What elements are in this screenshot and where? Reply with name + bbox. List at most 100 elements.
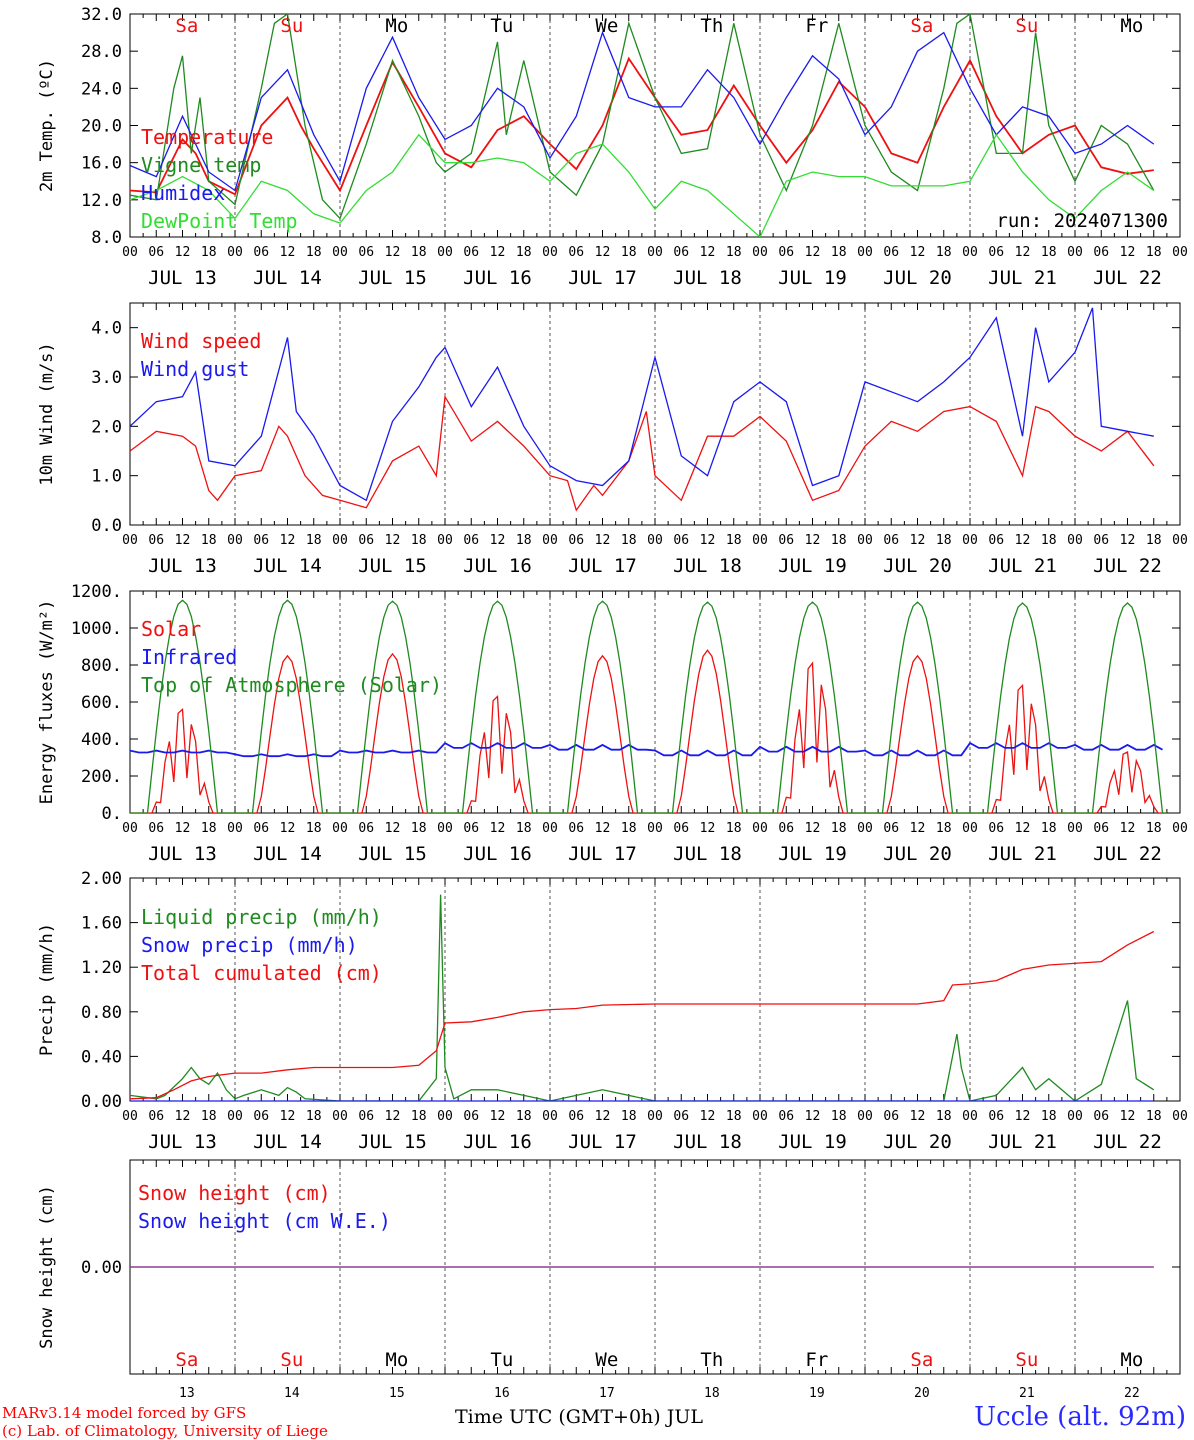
date-label: JUL 15 <box>358 1131 427 1153</box>
y-axis-label: 2m Temp. (ºC) <box>37 59 57 192</box>
y-tick-label: 0.0 <box>91 516 122 536</box>
y-tick-label: 0.40 <box>81 1047 122 1067</box>
date-label: JUL 22 <box>1093 267 1162 289</box>
hour-tick-label: 12 <box>595 821 611 836</box>
hour-tick-label: 06 <box>883 245 899 260</box>
hour-tick-label: 06 <box>463 245 479 260</box>
hour-tick-label: 00 <box>332 1109 348 1124</box>
date-label: JUL 13 <box>148 843 217 865</box>
hour-tick-label: 18 <box>831 821 847 836</box>
y-tick-label: 28.0 <box>81 42 122 62</box>
station-label: Uccle (alt. 92m) <box>974 1402 1186 1432</box>
hour-tick-label: 12 <box>910 1109 926 1124</box>
weekday-label-bottom: Th <box>700 1349 723 1371</box>
y-tick-label: 0.00 <box>81 1258 122 1278</box>
hour-tick-label: 18 <box>621 245 637 260</box>
hour-tick-label: 18 <box>306 245 322 260</box>
series-group <box>130 307 1155 512</box>
date-label: JUL 20 <box>883 555 952 577</box>
y-tick-label: 0.80 <box>81 1003 122 1023</box>
hour-tick-label: 00 <box>647 1109 663 1124</box>
y-tick-label: 20.0 <box>81 117 122 137</box>
day-number-label: 18 <box>704 1386 720 1401</box>
hour-tick-label: 00 <box>437 533 453 548</box>
y-tick-label: 800. <box>81 656 122 676</box>
hour-tick-label: 06 <box>778 821 794 836</box>
hour-tick-label: 12 <box>1120 245 1136 260</box>
hour-tick-label: 18 <box>831 533 847 548</box>
y-tick-label: 400. <box>81 730 122 750</box>
hour-tick-label: 18 <box>1041 533 1057 548</box>
hour-tick-label: 00 <box>752 245 768 260</box>
hour-tick-label: 06 <box>1093 245 1109 260</box>
day-number-label: 21 <box>1019 1386 1035 1401</box>
hour-tick-label: 00 <box>122 533 138 548</box>
model-credit-line2: (c) Lab. of Climatology, University of L… <box>2 1422 328 1440</box>
weekday-label-top: Mo <box>385 15 408 37</box>
model-credit-line1: MARv3.14 model forced by GFS <box>2 1404 247 1422</box>
date-label: JUL 14 <box>253 555 322 577</box>
hour-tick-label: 12 <box>1120 1109 1136 1124</box>
hour-tick-label: 06 <box>883 533 899 548</box>
date-label: JUL 19 <box>778 555 847 577</box>
hour-tick-label: 06 <box>1093 533 1109 548</box>
y-tick-label: 1000. <box>71 619 122 639</box>
hour-tick-label: 06 <box>253 821 269 836</box>
hour-tick-label: 18 <box>516 533 532 548</box>
y-axis-label: Energy fluxes (W/m²) <box>37 600 57 805</box>
day-number-label: 17 <box>599 1386 615 1401</box>
date-label: JUL 16 <box>463 555 532 577</box>
hour-tick-label: 06 <box>778 1109 794 1124</box>
hour-tick-label: 12 <box>175 1109 191 1124</box>
weekday-label-bottom: Tu <box>490 1349 513 1371</box>
hour-tick-label: 00 <box>332 821 348 836</box>
series-group <box>130 599 1167 813</box>
legend-entry: Snow height (cm W.E.) <box>138 1209 391 1233</box>
hour-tick-label: 18 <box>936 821 952 836</box>
y-tick-label: 2.00 <box>81 869 122 889</box>
y-tick-label: 4.0 <box>91 319 122 339</box>
hour-tick-label: 06 <box>673 533 689 548</box>
hour-tick-label: 00 <box>752 821 768 836</box>
hour-tick-label: 18 <box>411 245 427 260</box>
y-tick-label: 8.0 <box>91 228 122 248</box>
hour-tick-label: 18 <box>726 245 742 260</box>
hour-tick-label: 00 <box>542 245 558 260</box>
date-label: JUL 21 <box>988 555 1057 577</box>
legend-entry: Humidex <box>141 181 225 205</box>
hour-tick-label: 12 <box>700 1109 716 1124</box>
date-label: JUL 20 <box>883 843 952 865</box>
hour-tick-label: 12 <box>805 245 821 260</box>
panel-5: 0.00 Snow height (cm) Snow height (cm) Snow… <box>37 1159 1181 1375</box>
x-axis-label: Time UTC (GMT+0h) JUL <box>455 1406 703 1428</box>
hour-tick-label: 06 <box>1093 1109 1109 1124</box>
weekday-label-bottom: Su <box>1015 1349 1038 1371</box>
weekday-label-top: Fr <box>805 15 828 37</box>
y-tick-label: 24.0 <box>81 79 122 99</box>
hour-tick-label: 18 <box>1041 821 1057 836</box>
hour-tick-label: 18 <box>831 245 847 260</box>
hour-tick-label: 06 <box>988 245 1004 260</box>
hour-tick-label: 06 <box>253 1109 269 1124</box>
hour-tick-label: 00 <box>857 245 873 260</box>
date-label: JUL 13 <box>148 555 217 577</box>
panel-frame <box>129 13 1181 238</box>
hour-tick-label: 06 <box>673 821 689 836</box>
y-tick-label: 32.0 <box>81 5 122 25</box>
series-line-wind-gust <box>130 307 1154 502</box>
hour-tick-label: 00 <box>857 1109 873 1124</box>
y-tick-label: 1200. <box>71 582 122 602</box>
date-label: JUL 18 <box>673 1131 742 1153</box>
date-label: JUL 19 <box>778 843 847 865</box>
hour-tick-label: 00 <box>1172 533 1188 548</box>
hour-tick-label: 00 <box>1067 533 1083 548</box>
hour-tick-label: 18 <box>516 245 532 260</box>
legend-entry: DewPoint Temp <box>141 209 298 233</box>
hour-tick-label: 12 <box>280 533 296 548</box>
y-tick-label: 12.0 <box>81 191 122 211</box>
hour-tick-label: 12 <box>805 533 821 548</box>
hour-tick-label: 00 <box>647 245 663 260</box>
hour-tick-label: 00 <box>122 245 138 260</box>
hour-tick-label: 00 <box>1172 1109 1188 1124</box>
